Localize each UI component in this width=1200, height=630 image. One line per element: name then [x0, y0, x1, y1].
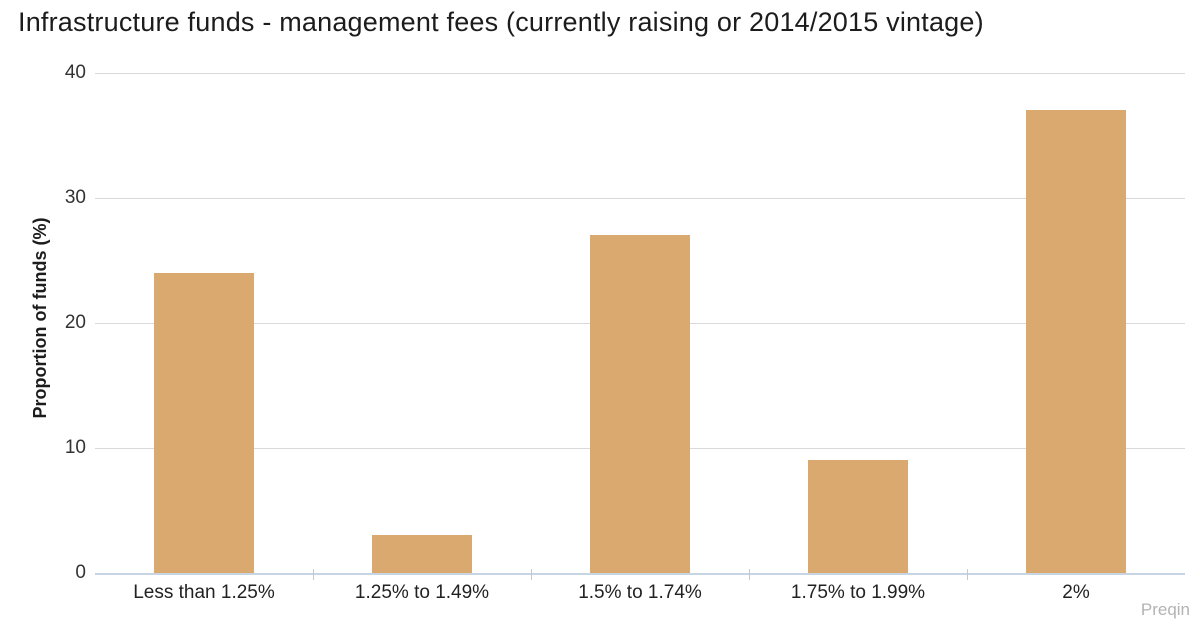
x-tick-label: 1.75% to 1.99% — [790, 582, 926, 603]
x-tick-label: 1.25% to 1.49% — [354, 582, 490, 603]
y-tick-label: 0 — [75, 562, 86, 583]
x-axis-tick — [967, 569, 968, 580]
x-tick-label: 1.5% to 1.74% — [578, 582, 702, 603]
y-tick-label: 30 — [64, 187, 86, 208]
bar — [590, 235, 690, 573]
bar — [808, 460, 908, 573]
bar — [372, 535, 472, 573]
gridline — [95, 72, 1185, 74]
gridline — [95, 197, 1185, 199]
x-axis-tick — [531, 569, 532, 580]
bar — [154, 273, 254, 573]
attribution-preqin: Preqin — [1140, 600, 1190, 619]
x-axis-line — [95, 573, 1185, 575]
y-tick-label: 20 — [64, 312, 86, 333]
bar — [1026, 110, 1126, 573]
y-tick-label: 40 — [64, 62, 86, 83]
x-tick-label: 2% — [1062, 582, 1090, 603]
x-axis-tick — [749, 569, 750, 580]
x-tick-label: Less than 1.25% — [133, 582, 275, 603]
x-axis-tick — [313, 569, 314, 580]
y-tick-label: 10 — [64, 437, 86, 458]
chart-title: Infrastructure funds - management fees (… — [18, 7, 984, 37]
